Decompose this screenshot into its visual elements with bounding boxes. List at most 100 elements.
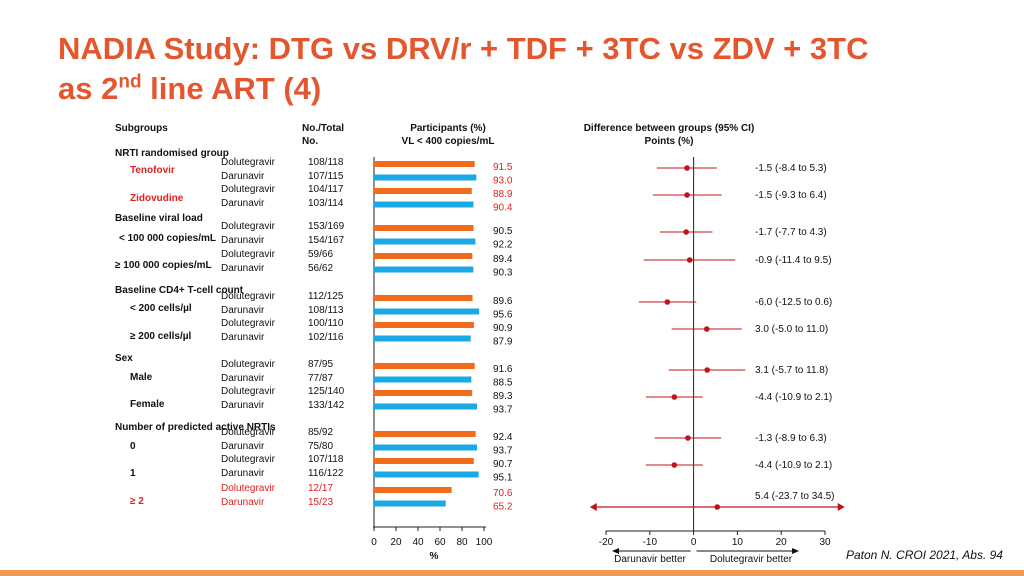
bar-value-label: 88.5 [493, 378, 513, 389]
row-arm-label: Dolutegravir [221, 291, 275, 302]
row-arm-label: Dolutegravir [221, 454, 275, 465]
section-sex: Sex [115, 353, 133, 364]
title-suffix: line ART (4) [141, 71, 322, 106]
row-count: 103/114 [308, 197, 344, 209]
bar [374, 188, 472, 194]
row-count: 112/125 [308, 291, 344, 302]
forest-axis-tick-label: -10 [643, 537, 658, 548]
bar [374, 444, 478, 451]
point-estimate [714, 504, 721, 510]
bar [374, 161, 475, 167]
row-count: 59/66 [308, 249, 334, 260]
header-participants-line1: Participants (%) [410, 123, 486, 134]
subgroup-male: Male [130, 372, 153, 383]
bar-axis-tick-label: 0 [371, 537, 377, 548]
forest-axis-tick-label: 30 [819, 537, 831, 548]
point-estimate [685, 435, 691, 441]
ci-label: 3.0 (-5.0 to 11.0) [755, 324, 828, 335]
ci-label: 3.1 (-5.7 to 11.8) [755, 365, 828, 376]
row-arm-label: Darunavir [221, 197, 265, 209]
row-count: 12/17 [308, 483, 334, 494]
bar [374, 322, 474, 328]
section-active-nrtis: Number of predicted active NRTIs [115, 422, 276, 433]
row-count: 108/118 [308, 157, 344, 168]
row-count: 133/142 [308, 399, 345, 411]
bar-value-label: 92.2 [493, 240, 513, 251]
row-arm-label: Darunavir [221, 467, 265, 479]
header-difference-line1: Difference between groups (95% CI) [583, 123, 755, 134]
row-count: 77/87 [308, 372, 334, 384]
bar [374, 225, 474, 231]
row-count: 125/140 [308, 386, 345, 397]
subgroup-female: Female [130, 399, 165, 410]
row-arm-label: Darunavir [221, 372, 265, 384]
subgroup-zidovudine: Zidovudine [130, 193, 184, 204]
subgroup-nrti-2plus: ≥ 2 [130, 496, 144, 507]
bar-value-label: 95.1 [493, 473, 513, 484]
bar [374, 403, 478, 410]
title-prefix: as 2 [58, 71, 119, 106]
bar [374, 174, 477, 181]
bar [374, 500, 446, 507]
section-nrti-randomised: NRTI randomised group [115, 148, 229, 159]
forest-axis-tick-label: -20 [599, 537, 614, 548]
bar-value-label: 93.0 [493, 176, 513, 187]
bar-axis-tick-label: 100 [476, 537, 493, 548]
row-arm-label: Darunavir [221, 170, 265, 182]
bar [374, 335, 471, 342]
bar-value-label: 90.5 [493, 226, 513, 237]
row-count: 15/23 [308, 496, 334, 508]
point-estimate [684, 165, 690, 171]
row-arm-label: Dolutegravir [221, 318, 275, 329]
row-count: 104/117 [308, 184, 344, 195]
row-count: 75/80 [308, 440, 334, 452]
ci-label: -1.5 (-8.4 to 5.3) [755, 163, 827, 174]
ci-label: -0.9 (-11.4 to 9.5) [755, 255, 832, 266]
bar-value-label: 90.7 [493, 459, 513, 470]
bar-value-label: 90.4 [493, 203, 513, 214]
forest-axis-tick-label: 10 [732, 537, 744, 548]
row-count: 87/95 [308, 359, 334, 370]
row-arm-label: Darunavir [221, 262, 265, 274]
bar-value-label: 89.6 [493, 296, 513, 307]
row-arm-label: Dolutegravir [221, 386, 275, 397]
bar [374, 363, 475, 369]
row-count: 116/122 [308, 467, 344, 479]
bar-value-label: 93.7 [493, 405, 513, 416]
point-estimate [671, 462, 678, 468]
bar-value-label: 91.5 [493, 162, 513, 173]
section-baseline-cd4: Baseline CD4+ T-cell count [115, 285, 244, 296]
point-estimate [686, 257, 693, 263]
ci-arrow-right [837, 503, 845, 511]
header-participants: Participants (%) VL < 400 copies/mL [378, 122, 518, 148]
bar-value-label: 87.9 [493, 337, 513, 348]
point-estimate [704, 367, 710, 373]
bar [374, 295, 473, 301]
ci-label: -1.5 (-9.3 to 6.4) [755, 190, 827, 201]
bar [374, 253, 473, 259]
darunavir-better-arrowhead [612, 548, 619, 554]
header-difference: Difference between groups (95% CI) Point… [560, 122, 778, 148]
point-estimate [703, 326, 710, 332]
bar-value-label: 88.9 [493, 189, 513, 200]
row-count: 153/169 [308, 221, 345, 232]
row-arm-label: Dolutegravir [221, 184, 275, 195]
row-arm-label: Dolutegravir [221, 427, 275, 438]
row-arm-label: Dolutegravir [221, 483, 275, 494]
row-arm-label: Darunavir [221, 399, 265, 411]
row-count: 85/92 [308, 427, 334, 438]
row-count: 56/62 [308, 262, 334, 274]
bar-value-label: 89.4 [493, 254, 513, 265]
point-estimate [664, 299, 671, 305]
bar-axis-tick-label: 60 [434, 537, 446, 548]
row-count: 102/116 [308, 331, 344, 343]
header-participants-line2: VL < 400 copies/mL [401, 136, 495, 147]
ci-label: 5.4 (-23.7 to 34.5) [755, 491, 835, 502]
header-no-total: No./Total No. [302, 122, 344, 148]
forest-axis-tick-label: 0 [691, 537, 697, 548]
bar [374, 238, 476, 245]
bar-value-label: 95.6 [493, 310, 513, 321]
page-title: NADIA Study: DTG vs DRV/r + TDF + 3TC vs… [58, 31, 869, 66]
title-superscript: nd [118, 71, 142, 93]
